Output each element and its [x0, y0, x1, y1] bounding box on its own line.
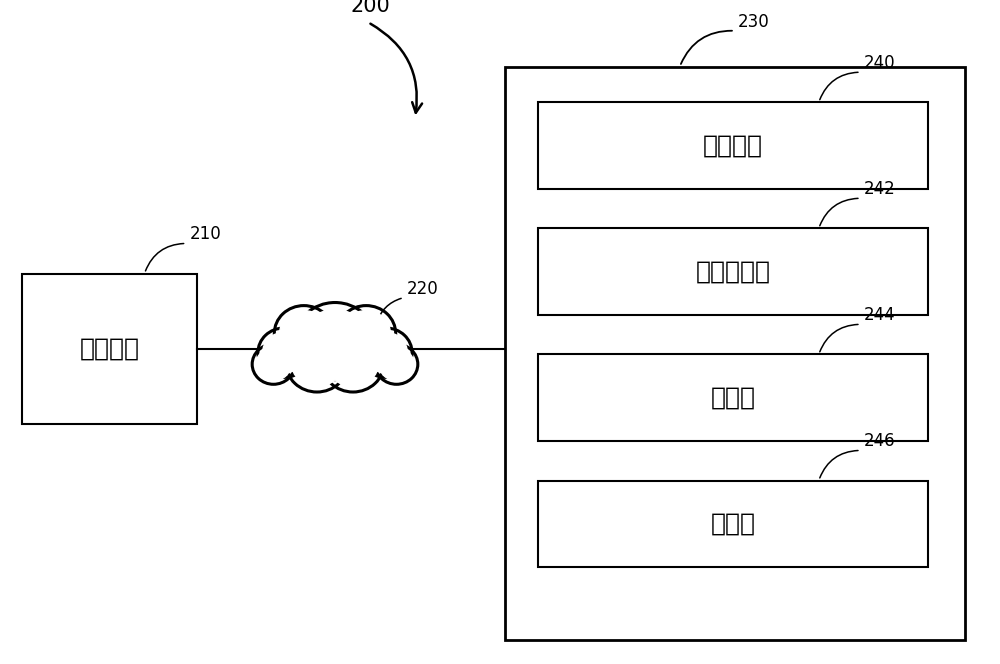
- Circle shape: [291, 339, 343, 386]
- Circle shape: [337, 305, 396, 361]
- Text: 绘图器: 绘图器: [710, 512, 756, 536]
- Text: 242: 242: [864, 180, 896, 199]
- Circle shape: [274, 305, 333, 361]
- Text: 220: 220: [407, 280, 439, 297]
- Bar: [538, 228, 928, 315]
- Bar: [538, 102, 928, 189]
- Text: 244: 244: [864, 306, 895, 324]
- Circle shape: [286, 333, 348, 392]
- Circle shape: [379, 348, 414, 380]
- Circle shape: [342, 311, 390, 356]
- Text: 246: 246: [864, 432, 895, 450]
- Circle shape: [360, 328, 412, 377]
- Text: 230: 230: [738, 13, 770, 31]
- Circle shape: [252, 344, 295, 384]
- Text: 210: 210: [189, 225, 221, 244]
- Text: 200: 200: [350, 0, 390, 16]
- Bar: [22, 274, 197, 424]
- Circle shape: [294, 303, 376, 380]
- Circle shape: [258, 328, 310, 377]
- Bar: [538, 481, 928, 567]
- Bar: [538, 355, 928, 441]
- Text: 瓦片处理器: 瓦片处理器: [696, 260, 770, 284]
- Circle shape: [375, 344, 418, 384]
- Text: 计分器: 计分器: [710, 386, 756, 410]
- Circle shape: [322, 333, 384, 392]
- Circle shape: [301, 309, 369, 373]
- Circle shape: [263, 333, 306, 373]
- Text: 计算设备: 计算设备: [80, 337, 140, 361]
- Circle shape: [327, 339, 379, 386]
- Circle shape: [280, 311, 328, 356]
- Text: 搜索引擎: 搜索引擎: [703, 133, 763, 157]
- Bar: [505, 66, 965, 641]
- Circle shape: [364, 333, 407, 373]
- Text: 240: 240: [864, 54, 895, 72]
- Circle shape: [256, 348, 291, 380]
